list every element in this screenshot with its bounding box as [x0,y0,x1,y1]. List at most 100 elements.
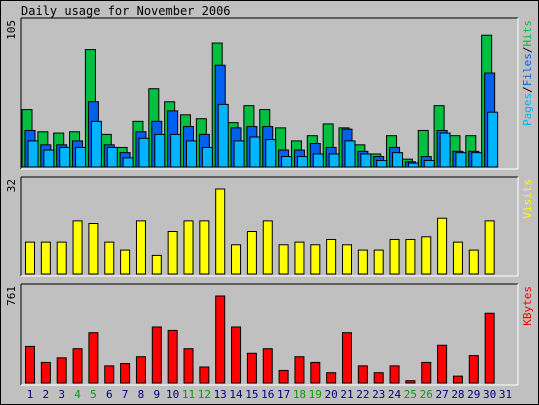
pages-bar [217,103,229,168]
x-axis-day-labels: 1 2 3 4 5 6 7 8 9 10 11 12 13 14 15 16 17 18 19 20 21 22 23 24 2… [27,388,512,401]
x-tick-label: 6 [106,388,113,401]
visits-bar [373,249,384,275]
kbytes-bar [199,366,210,384]
x-tick-label: 19 [309,388,322,401]
visits-bar [183,220,194,275]
kbytes-bar [326,372,337,384]
visits-bar [278,244,289,275]
pages-bar [154,133,166,168]
y-max-label: 32 [5,179,18,192]
visits-bar [56,241,67,275]
legend-entry: / [521,47,534,54]
kbytes-bar [389,365,400,384]
pages-bar [43,149,55,168]
x-tick-label: 30 [483,388,496,401]
visits-panel: 32 Visits [5,176,534,277]
visits-bar [167,231,178,275]
panel-legend: Pages/Files/Hits [521,20,534,126]
x-tick-label: 13 [214,388,227,401]
pages-bar [455,152,467,168]
pages-bar [439,132,451,168]
x-tick-label: 26 [420,388,433,401]
x-tick-label: 28 [451,388,464,401]
kbytes-bar [405,380,416,384]
visits-bar [326,238,337,275]
kbytes-bar [88,332,99,384]
pages-bar [170,133,182,168]
pages-bar [281,156,293,168]
visits-bar [231,244,242,275]
pages-bar [201,146,213,168]
legend-entry: KBytes [521,286,534,326]
x-tick-label: 16 [261,388,274,401]
legend-entry: Files [521,53,534,86]
x-tick-label: 12 [198,388,211,401]
x-tick-label: 23 [372,388,385,401]
visits-bar [25,241,35,275]
kbytes-bar [468,355,479,384]
pages-bar [376,159,388,168]
pages-bar [407,162,419,168]
pages-bar [392,152,404,168]
kbytes-panel: 761 KBytes [5,283,534,386]
pages-bar [27,140,39,168]
pages-bar [344,140,356,168]
kbytes-bar [294,356,305,384]
kbytes-bar [231,326,242,384]
visits-bar [151,254,162,275]
pages-bar [233,140,245,168]
visits-bar [135,220,146,275]
kbytes-bar [120,363,131,384]
pages-bar [138,137,150,168]
visits-bar [120,249,131,275]
x-tick-label: 20 [325,388,338,401]
visits-bar [405,238,416,275]
kbytes-bar [421,361,432,384]
pages-bar [59,146,71,168]
pages-bar [360,153,372,168]
x-tick-label: 10 [166,388,179,401]
x-tick-label: 3 [58,388,65,401]
visits-bar [262,220,273,275]
kbytes-bar [215,295,226,384]
kbytes-bar [151,326,162,384]
pages-bar [249,136,261,168]
kbytes-bar [246,352,257,384]
legend-entry: Hits [521,20,534,47]
kbytes-bar [437,344,448,384]
x-tick-label: 11 [182,388,195,401]
kbytes-bar [72,348,83,384]
kbytes-bar [262,348,273,384]
x-tick-label: 7 [122,388,129,401]
kbytes-bar [56,357,67,384]
panel-legend: KBytes [521,286,534,326]
pages-bar [122,157,134,168]
x-tick-label: 29 [467,388,480,401]
kbytes-bar [310,361,321,384]
x-tick-label: 31 [499,388,512,401]
pages-bar [90,120,102,168]
visits-bar [246,231,257,275]
x-tick-label: 25 [404,388,417,401]
visits-bar [88,223,99,275]
y-max-label: 761 [5,286,18,306]
kbytes-bar [373,372,384,384]
x-tick-label: 4 [74,388,81,401]
pages-bar [265,139,277,168]
kbytes-bar [278,369,289,384]
kbytes-bar [135,356,146,384]
legend-entry: / [521,86,534,93]
pages-bar [487,111,499,168]
visits-bar [310,244,321,275]
x-tick-label: 24 [388,388,402,401]
x-tick-label: 27 [435,388,448,401]
kbytes-bar [452,375,463,384]
visits-bar [468,249,479,275]
legend-entry: Pages [521,93,534,126]
visits-bar [357,249,368,275]
kbytes-bar [167,329,178,384]
pages-bar [75,146,87,168]
